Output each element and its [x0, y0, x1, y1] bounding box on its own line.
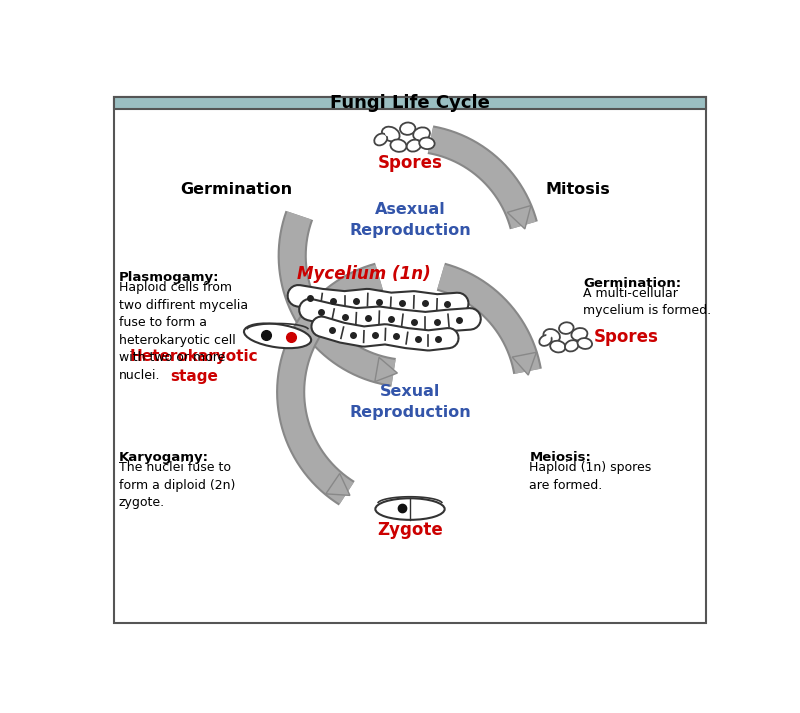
Ellipse shape — [416, 131, 422, 138]
Ellipse shape — [374, 133, 387, 145]
Ellipse shape — [539, 335, 552, 346]
Ellipse shape — [382, 127, 400, 141]
Text: Spores: Spores — [594, 327, 658, 346]
Ellipse shape — [567, 344, 572, 349]
Ellipse shape — [578, 338, 592, 349]
Ellipse shape — [422, 140, 427, 146]
Text: A multi-cellular
mycelium is formed.: A multi-cellular mycelium is formed. — [583, 287, 711, 317]
Text: Mycelium (1n): Mycelium (1n) — [297, 265, 430, 283]
Ellipse shape — [402, 125, 408, 132]
Ellipse shape — [390, 140, 406, 152]
Text: Sexual
Reproduction: Sexual Reproduction — [349, 384, 471, 420]
Text: Heterokaryotic
stage: Heterokaryotic stage — [130, 349, 258, 384]
Text: Haploid (1n) spores
are formed.: Haploid (1n) spores are formed. — [530, 461, 651, 492]
Ellipse shape — [546, 332, 552, 338]
Ellipse shape — [375, 498, 445, 520]
Text: Spores: Spores — [378, 154, 442, 173]
Ellipse shape — [553, 343, 558, 349]
Text: The nuclei fuse to
form a diploid (2n)
zygote.: The nuclei fuse to form a diploid (2n) z… — [119, 461, 235, 509]
Ellipse shape — [419, 138, 434, 149]
Ellipse shape — [559, 322, 574, 334]
Text: Germination:: Germination: — [583, 277, 682, 289]
Ellipse shape — [377, 138, 382, 143]
Text: Asexual
Reproduction: Asexual Reproduction — [349, 202, 471, 238]
Text: Karyogamy:: Karyogamy: — [119, 451, 209, 464]
Ellipse shape — [409, 143, 414, 149]
Ellipse shape — [413, 128, 430, 140]
Text: Haploid cells from
two diffirent mycelia
fuse to form a
heterokaryotic cell
with: Haploid cells from two diffirent mycelia… — [119, 281, 248, 381]
Text: Plasmogamy:: Plasmogamy: — [119, 271, 219, 284]
Ellipse shape — [244, 324, 311, 348]
Text: Meiosis:: Meiosis: — [530, 451, 591, 464]
Ellipse shape — [394, 142, 399, 148]
Polygon shape — [375, 357, 398, 381]
Ellipse shape — [574, 332, 580, 338]
Ellipse shape — [580, 341, 585, 346]
Ellipse shape — [543, 329, 560, 343]
Ellipse shape — [550, 341, 566, 352]
Ellipse shape — [385, 130, 391, 136]
Ellipse shape — [406, 140, 421, 152]
Ellipse shape — [542, 339, 546, 344]
Polygon shape — [512, 352, 536, 375]
Text: Germination: Germination — [181, 182, 293, 197]
Ellipse shape — [571, 328, 587, 341]
Text: Fungi Life Cycle: Fungi Life Cycle — [330, 94, 490, 112]
Ellipse shape — [565, 340, 578, 352]
Polygon shape — [114, 97, 706, 109]
Ellipse shape — [400, 123, 415, 135]
Text: Mitosis: Mitosis — [546, 182, 610, 197]
Polygon shape — [507, 205, 531, 229]
Text: Zygote: Zygote — [377, 521, 443, 539]
Polygon shape — [326, 473, 350, 496]
Ellipse shape — [562, 326, 566, 332]
